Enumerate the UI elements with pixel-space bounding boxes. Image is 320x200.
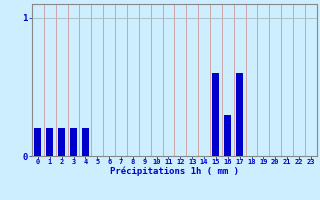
Bar <box>58 128 65 156</box>
Bar <box>236 73 243 156</box>
Bar <box>70 128 77 156</box>
Bar <box>34 128 42 156</box>
X-axis label: Précipitations 1h ( mm ): Précipitations 1h ( mm ) <box>110 167 239 176</box>
Bar <box>224 115 231 156</box>
Bar <box>46 128 53 156</box>
Bar <box>82 128 89 156</box>
Bar <box>212 73 220 156</box>
